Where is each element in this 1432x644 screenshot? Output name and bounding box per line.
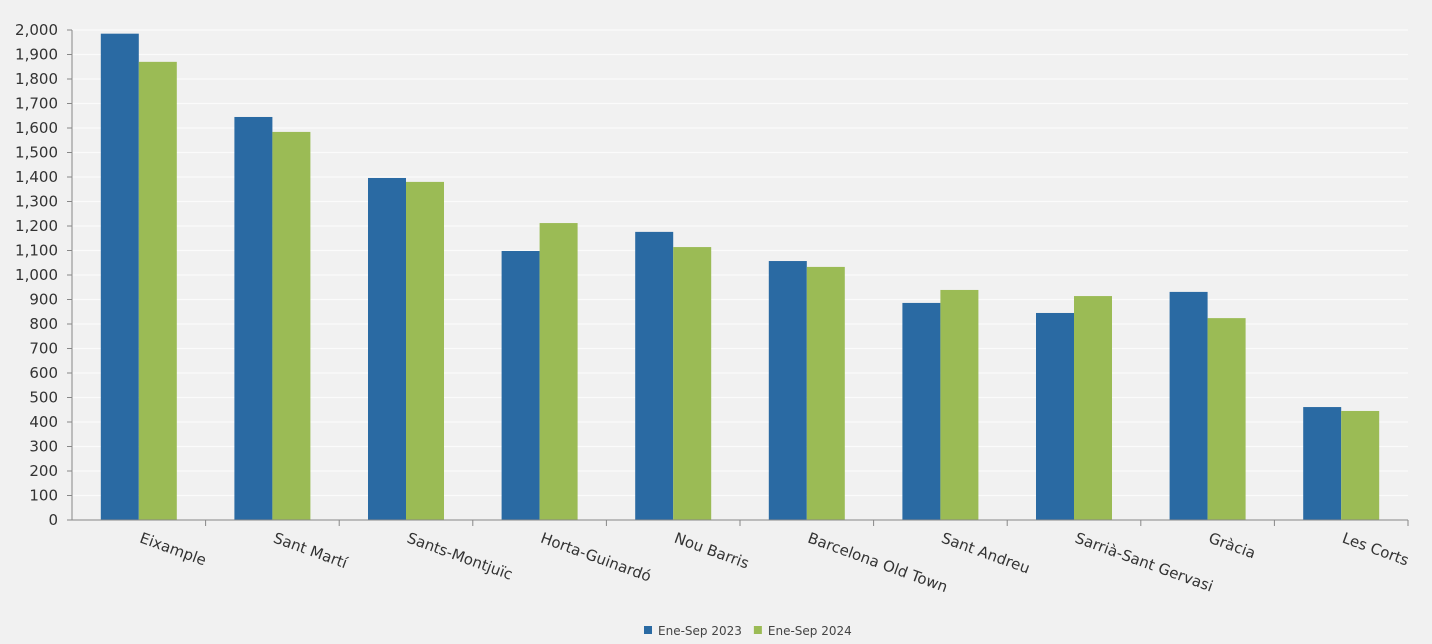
- y-tick-label: 100: [29, 487, 58, 505]
- y-tick-label: 1,700: [15, 95, 58, 113]
- bar-2023: [368, 177, 406, 521]
- bar-2024: [806, 266, 845, 520]
- y-tick-label: 800: [29, 315, 58, 333]
- y-tick-label: 400: [29, 413, 58, 431]
- y-tick-label: 700: [29, 340, 58, 358]
- y-tick-label: 500: [29, 389, 58, 407]
- y-tick-label: 900: [29, 291, 58, 309]
- bar-2024: [1341, 410, 1380, 520]
- bar-2024: [138, 61, 177, 520]
- bar-2023: [100, 33, 139, 521]
- x-category-label: Horta-Guinardó: [538, 529, 653, 586]
- x-category-label: Sant Martí: [271, 529, 351, 573]
- x-category-label: Sant Andreu: [939, 529, 1032, 578]
- bar-2024: [1074, 296, 1112, 520]
- y-tick-label: 1,800: [15, 70, 58, 88]
- y-tick-label: 2,000: [15, 21, 58, 39]
- bar-2023: [635, 231, 674, 520]
- bar-2023: [1303, 407, 1342, 520]
- y-tick-label: 1,300: [15, 193, 58, 211]
- y-tick-label: 1,600: [15, 119, 58, 137]
- y-tick-label: 1,100: [15, 242, 58, 260]
- y-tick-label: 0: [48, 511, 58, 529]
- y-tick-label: 1,500: [15, 144, 58, 162]
- y-tick-label: 600: [29, 364, 58, 382]
- bar-2023: [1169, 291, 1208, 520]
- legend-swatch: [753, 626, 762, 634]
- bar-2024: [539, 223, 578, 520]
- bar-2024: [406, 181, 444, 520]
- bar-2024: [940, 289, 979, 520]
- y-tick-label: 1,900: [15, 46, 58, 64]
- y-tick-label: 1,400: [15, 168, 58, 186]
- bar-2023: [902, 302, 941, 520]
- legend-swatch: [644, 626, 652, 634]
- bar-2024: [1207, 318, 1246, 520]
- bar-2024: [272, 131, 311, 521]
- bar-2023: [501, 250, 540, 521]
- x-category-label: Barcelona Old Town: [805, 529, 950, 596]
- legend-label: Ene-Sep 2024: [768, 624, 852, 638]
- x-category-label: Nou Barris: [672, 529, 752, 573]
- x-category-label: Sants-Montjuïc: [405, 529, 515, 584]
- y-tick-label: 1,200: [15, 217, 58, 235]
- y-tick-label: 300: [29, 438, 58, 456]
- x-category-label: Les Corts: [1340, 529, 1412, 570]
- x-category-label: Eixample: [137, 529, 208, 570]
- x-category-label: Sarrià-Sant Gervasi: [1073, 529, 1216, 596]
- bar-2023: [768, 261, 807, 520]
- legend-label: Ene-Sep 2023: [658, 624, 742, 638]
- y-tick-label: 1,000: [15, 266, 58, 284]
- bar-2024: [673, 247, 712, 520]
- x-category-label: Gràcia: [1206, 529, 1258, 563]
- y-tick-label: 200: [29, 462, 58, 480]
- bar-2023: [1036, 312, 1074, 520]
- bar-2023: [234, 116, 273, 520]
